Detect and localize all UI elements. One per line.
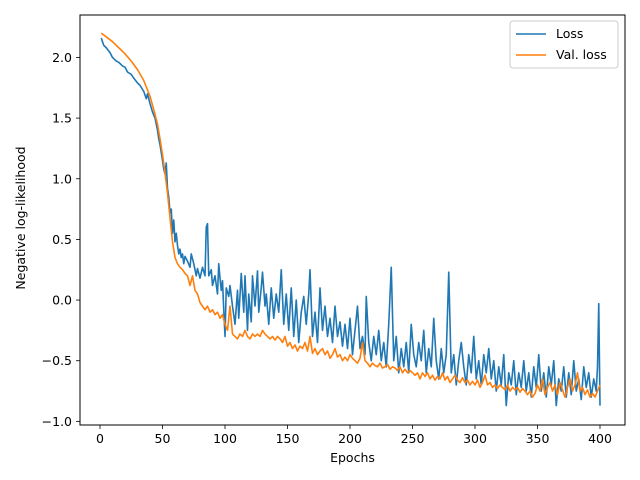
y-axis-label: Negative log-likelihood xyxy=(13,146,28,289)
x-tick-label: 350 xyxy=(526,431,550,446)
y-tick-label: 0.5 xyxy=(52,232,72,247)
legend-label-loss: Loss xyxy=(556,26,583,41)
y-tick-label: 1.0 xyxy=(52,171,72,186)
y-axis: −1.0 −0.5 0.0 0.5 1.0 1.5 2.0 xyxy=(42,50,80,429)
y-tick-label: −1.0 xyxy=(42,414,72,429)
x-axis: 0 50 100 150 200 250 300 350 400 xyxy=(96,425,612,446)
y-tick-label: 1.5 xyxy=(52,111,72,126)
x-tick-label: 250 xyxy=(401,431,425,446)
legend-label-val-loss: Val. loss xyxy=(556,47,607,62)
x-tick-label: 100 xyxy=(213,431,237,446)
plot-area xyxy=(100,32,601,407)
legend-box xyxy=(509,20,619,69)
series-line-val-loss xyxy=(100,32,601,398)
x-tick-label: 150 xyxy=(276,431,300,446)
series-line-loss xyxy=(100,37,601,407)
y-tick-label: 0.0 xyxy=(52,293,72,308)
x-tick-label: 300 xyxy=(463,431,487,446)
x-tick-label: 400 xyxy=(588,431,612,446)
legend: Loss Val. loss xyxy=(509,20,619,69)
x-axis-label: Epochs xyxy=(330,450,375,465)
x-tick-label: 200 xyxy=(338,431,362,446)
x-tick-label: 50 xyxy=(155,431,171,446)
x-tick-label: 0 xyxy=(96,431,104,446)
y-tick-label: 2.0 xyxy=(52,50,72,65)
plot-frame xyxy=(79,14,626,426)
y-tick-label: −0.5 xyxy=(42,353,72,368)
